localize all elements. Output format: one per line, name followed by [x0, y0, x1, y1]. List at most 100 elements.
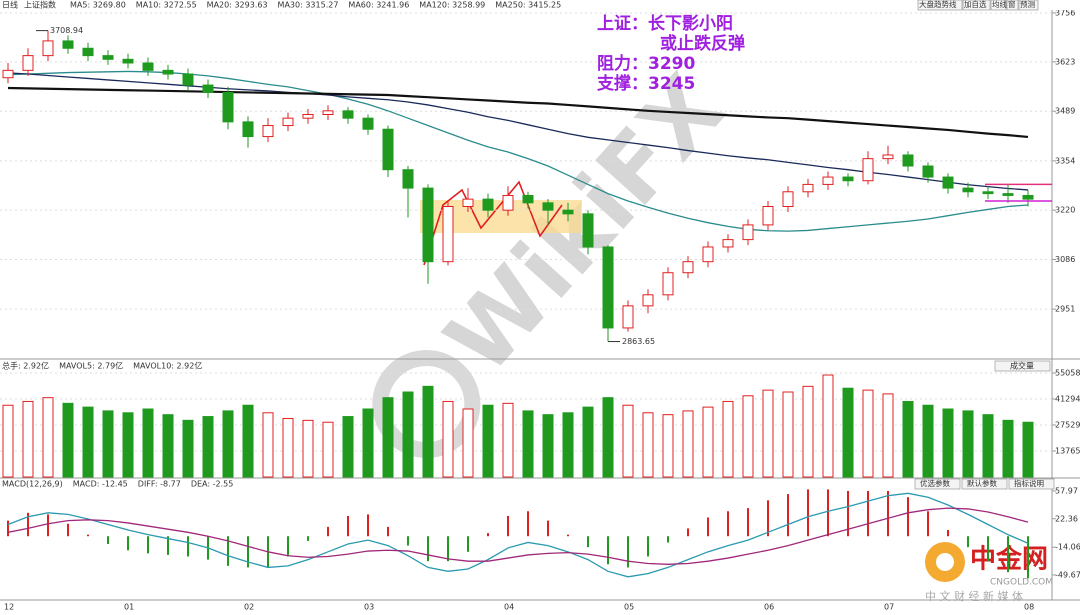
indicator-button-label[interactable]: 默认参数: [967, 478, 997, 488]
candle-body: [82, 47, 94, 57]
period-label: 日线: [2, 0, 18, 10]
candle-body: [382, 128, 394, 171]
volume-bar: [842, 387, 854, 478]
indicator-button-label[interactable]: 指标说明: [1014, 478, 1044, 488]
legend-entry: MA30: 3315.27: [278, 1, 339, 10]
legend-entry: MACD(12,26,9): [2, 480, 63, 489]
candle-body: [782, 191, 794, 207]
indicator-button-label[interactable]: 成交量: [1010, 361, 1034, 371]
volume-bar: [322, 421, 334, 478]
toolbar-button[interactable]: [990, 0, 1007, 11]
volume-bar: [362, 408, 374, 478]
candle-body: [942, 176, 954, 189]
volume-bar: [442, 400, 454, 478]
volume-bar: [102, 410, 114, 478]
zigzag: [423, 180, 563, 266]
macd-line: [7, 492, 1029, 578]
volume-bar: [862, 389, 874, 478]
candle-body: [1022, 194, 1034, 200]
volume-bar: [422, 385, 434, 478]
x-tick-label: 12: [4, 603, 14, 612]
indicator-button[interactable]: [994, 360, 1051, 372]
candle-body: [962, 187, 974, 193]
x-tick-label: 05: [624, 603, 634, 612]
candle-body: [222, 91, 234, 123]
chart-title: 上证指数: [24, 0, 56, 10]
legend-entry: MAVOL10: 2.92亿: [133, 361, 202, 371]
y-tick-label: 55058: [1055, 369, 1080, 378]
candle-body: [982, 191, 994, 195]
volume-bar: [2, 404, 14, 478]
candle-body: [882, 154, 894, 160]
volume-bar: [162, 414, 174, 478]
candle-body: [722, 239, 734, 248]
y-tick-label: 57.97: [1055, 486, 1078, 495]
volume-bar: [522, 410, 534, 478]
extreme-label: 3708.94: [50, 26, 83, 35]
candle-body: [522, 194, 534, 204]
volume-bar: [702, 406, 714, 478]
candle-body: [102, 55, 114, 60]
candle-body: [582, 213, 594, 248]
toolbar-button[interactable]: [1018, 0, 1039, 11]
candle-body: [442, 205, 454, 263]
volume-bar: [542, 414, 554, 478]
candle-body: [922, 165, 934, 178]
legend-entry: MA60: 3241.96: [348, 1, 409, 10]
legend-entry: MAVOL5: 2.79亿: [59, 361, 123, 371]
y-tick-label: 3354: [1055, 156, 1075, 165]
candle-body: [862, 158, 874, 182]
annotation: 阻力：3290: [597, 53, 695, 74]
candle-body: [602, 246, 614, 329]
candle-body: [62, 40, 74, 49]
volume-bar: [622, 404, 634, 478]
toolbar-button[interactable]: [1006, 0, 1019, 11]
candle-body: [42, 40, 54, 57]
volume-bar: [342, 416, 354, 478]
toolbar-button[interactable]: [962, 0, 991, 11]
toolbar-button-label[interactable]: 窗: [1008, 0, 1016, 9]
indicator-button[interactable]: [914, 478, 961, 490]
legend-entry: MA5: 3269.80: [70, 1, 126, 10]
toolbar-button-label[interactable]: 均线: [992, 0, 1007, 9]
toolbar-button-label[interactable]: 预测: [1020, 0, 1035, 9]
volume-bar: [202, 416, 214, 478]
indicator-button[interactable]: [961, 478, 1008, 490]
volume-bar: [62, 402, 74, 478]
toolbar-button-label[interactable]: 大盘趋势线: [919, 0, 957, 9]
logo-icon-inner: [936, 553, 954, 571]
toolbar-button-label[interactable]: 加自选: [964, 0, 987, 9]
volume-bar: [982, 414, 994, 478]
annotation: 或止跌反弹: [660, 33, 745, 54]
candle-body: [142, 62, 154, 71]
volume-bar: [142, 408, 154, 478]
toolbar-button[interactable]: [917, 0, 963, 11]
legend-entry: MACD: -12.45: [73, 480, 128, 489]
volume-bar: [502, 402, 514, 478]
volume-bar: [382, 397, 394, 478]
macd-line: [7, 507, 1029, 565]
candle-body: [182, 73, 194, 86]
candle-body: [302, 114, 314, 119]
candle-body: [282, 117, 294, 127]
logo-slogan: 中 文 财 经 新 媒 体: [925, 589, 1023, 603]
annotation: 上证：长下影小阳: [597, 13, 733, 34]
volume-bar: [602, 397, 614, 478]
y-tick-label: 2951: [1055, 305, 1075, 314]
candle-body: [822, 176, 834, 185]
volume-bar: [122, 412, 134, 478]
volume-bar: [962, 410, 974, 478]
x-tick-label: 01: [124, 603, 134, 612]
header-bar: [0, 0, 1080, 10]
indicator-button-label[interactable]: 优选参数: [920, 478, 950, 488]
candle-body: [682, 261, 694, 274]
logo-text: 中金网: [970, 544, 1048, 575]
legend-entry: MA250: 3415.25: [495, 1, 561, 10]
y-tick-label: 41294: [1055, 395, 1080, 404]
indicator-button[interactable]: [1008, 478, 1055, 490]
volume-bar: [902, 400, 914, 478]
volume-bar: [642, 412, 654, 478]
y-tick-label: -49.67: [1055, 570, 1080, 579]
candle-body: [842, 176, 854, 182]
x-tick-label: 04: [504, 603, 514, 612]
